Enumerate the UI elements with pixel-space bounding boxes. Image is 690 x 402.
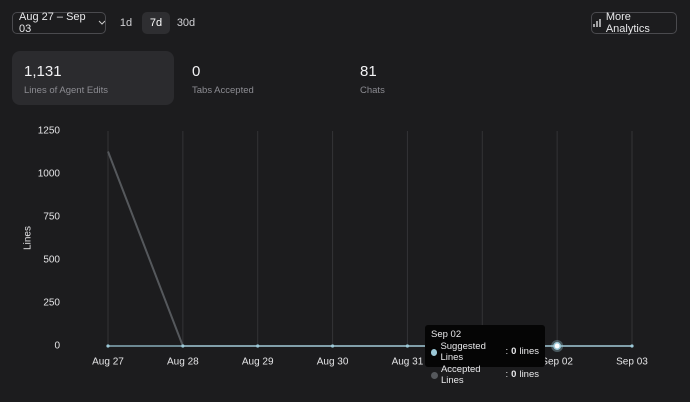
date-range: Aug 27 – Sep 03 (19, 11, 86, 35)
stat-value: 0 (192, 63, 201, 80)
point (405, 344, 410, 348)
x-tick-label: Aug 30 (317, 357, 349, 368)
point (330, 344, 335, 348)
separator: : (505, 369, 509, 381)
tooltip-value: 0 (511, 346, 517, 358)
y-tick-label: 250 (43, 298, 60, 309)
y-tick-label: 750 (43, 212, 60, 223)
series-name: Suggested Lines (440, 340, 486, 364)
unit: lines (519, 346, 539, 358)
range-button[interactable]: 7d (142, 12, 170, 34)
more-analytics-button[interactable]: More Analytics (591, 11, 677, 35)
chart-icon (593, 19, 601, 27)
stat-value: 81 (360, 63, 377, 80)
highlight-point (553, 342, 562, 350)
button-label: More Analytics (605, 11, 650, 35)
range-button[interactable]: 30d (176, 17, 196, 29)
point (256, 344, 260, 348)
stat-label: Chats (360, 85, 385, 96)
point (106, 344, 110, 348)
x-tick-label: Aug 29 (242, 357, 274, 368)
x-tick-label: Sep 03 (616, 357, 648, 368)
x-tick-label: Aug 27 (92, 357, 124, 368)
tooltip: Sep 02 Suggested Lines:0 lines Accepted Li… (425, 325, 545, 386)
stat-label: Tabs Accepted (192, 85, 254, 96)
legend-dot (431, 371, 438, 379)
series-line (107, 151, 632, 347)
chevron (98, 20, 105, 25)
y-tick-label: 0 (54, 341, 60, 352)
stat-value: 1,131 (24, 63, 62, 80)
y-axis-label: Lines (23, 226, 34, 250)
series-name: Accepted Lines (440, 363, 481, 387)
point (630, 344, 634, 348)
range-button[interactable]: 1d (119, 17, 133, 29)
separator: : (505, 346, 509, 358)
point (181, 344, 185, 348)
date-range-picker[interactable]: Aug 27 – Sep 03 (12, 11, 106, 35)
y-tick-label: 1000 (38, 169, 61, 180)
legend-dot (431, 348, 438, 356)
unit: lines (519, 369, 539, 381)
tooltip-row: Suggested Lines:0 lines (431, 341, 539, 364)
y-tick-label: 500 (43, 255, 60, 266)
tooltip-title: Sep 02 (431, 329, 462, 340)
stat-card: 1,131 Lines of Agent Edits (12, 51, 174, 105)
tooltip-value: 0 (511, 369, 517, 381)
tooltip-row: Accepted Lines:0 lines (431, 364, 539, 387)
x-tick-label: Sep 02 (541, 357, 573, 368)
x-tick-label: Aug 31 (392, 357, 424, 368)
x-tick-label: Aug 28 (167, 357, 199, 368)
stat-card: 81 Chats (348, 51, 510, 105)
stat-label: Lines of Agent Edits (24, 85, 108, 96)
stat-card: 0 Tabs Accepted (180, 51, 342, 105)
y-tick-label: 1250 (38, 126, 61, 137)
